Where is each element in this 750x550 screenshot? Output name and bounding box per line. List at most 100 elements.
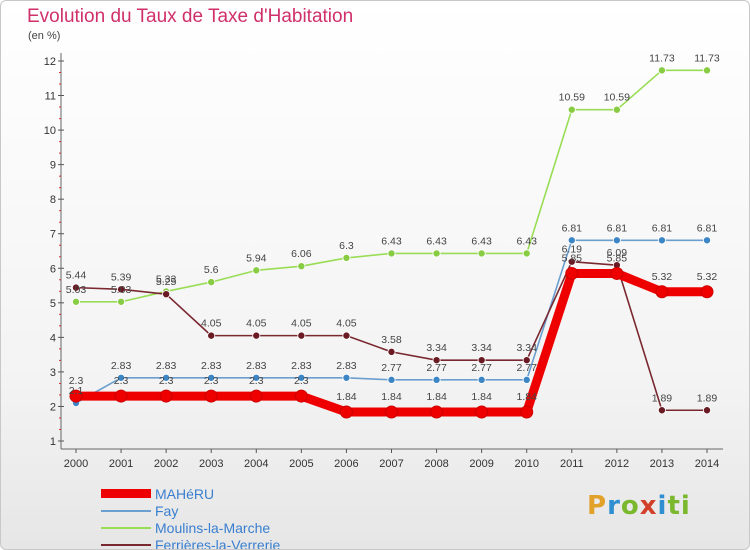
legend-item: MAHéRU <box>101 485 280 502</box>
data-point <box>567 236 576 245</box>
data-label: 11.73 <box>694 52 720 64</box>
data-label: 6.43 <box>381 235 402 247</box>
y-tick-label: 1 <box>50 436 56 448</box>
x-tick-label: 2003 <box>199 458 223 470</box>
data-point <box>657 236 666 245</box>
data-label: 2.83 <box>111 360 132 372</box>
data-label: 3.34 <box>516 342 537 354</box>
data-point <box>475 405 489 419</box>
data-point <box>204 389 218 403</box>
logo-letter: x <box>639 491 658 521</box>
data-label: 2.83 <box>246 360 267 372</box>
data-label: 6.81 <box>697 222 718 234</box>
x-tick-label: 2006 <box>334 458 358 470</box>
data-point <box>339 405 353 419</box>
x-tick-label: 2008 <box>424 458 448 470</box>
x-tick-label: 2013 <box>650 458 674 470</box>
data-label: 4.05 <box>201 318 222 330</box>
x-tick-label: 2007 <box>379 458 403 470</box>
data-point <box>252 266 261 275</box>
data-point <box>294 389 308 403</box>
y-tick-label: 12 <box>44 56 56 68</box>
data-label: 2.77 <box>471 362 492 374</box>
data-point <box>703 66 712 75</box>
data-label: 2.3 <box>114 375 129 387</box>
x-tick-label: 2011 <box>560 458 584 470</box>
legend-swatch <box>101 489 151 498</box>
data-label: 2.83 <box>336 360 357 372</box>
data-label: 5.03 <box>111 284 132 296</box>
y-tick-label: 9 <box>50 160 56 172</box>
data-point <box>69 389 83 403</box>
data-point <box>297 331 306 340</box>
data-point <box>657 406 666 415</box>
data-point <box>567 257 576 266</box>
y-tick-label: 10 <box>44 125 56 137</box>
data-point <box>430 405 444 419</box>
data-point <box>342 331 351 340</box>
data-label: 6.09 <box>607 247 628 259</box>
data-label: 5.85 <box>562 252 583 264</box>
x-tick-label: 2000 <box>64 458 88 470</box>
y-tick-label: 3 <box>50 367 56 379</box>
data-point <box>432 249 441 258</box>
series-line <box>75 69 708 303</box>
data-label: 10.59 <box>604 92 630 104</box>
data-point <box>387 249 396 258</box>
logo-letter: r <box>607 491 621 521</box>
data-label: 2.3 <box>159 375 174 387</box>
data-point <box>207 373 216 382</box>
data-label: 1.84 <box>426 391 447 403</box>
data-label: 3.34 <box>471 342 492 354</box>
data-label: 1.84 <box>381 391 402 403</box>
data-point <box>252 331 261 340</box>
data-point <box>520 405 534 419</box>
data-point <box>385 405 398 419</box>
data-point <box>252 373 261 382</box>
data-label: 6.3 <box>339 240 354 252</box>
logo-letter: P <box>587 491 608 521</box>
data-point <box>565 266 579 280</box>
data-point <box>117 297 126 306</box>
data-point <box>703 236 712 245</box>
data-label: 4.05 <box>246 318 267 330</box>
data-point <box>612 105 621 114</box>
data-label: 5.25 <box>156 276 177 288</box>
data-point <box>162 290 171 299</box>
data-point <box>522 249 531 258</box>
legend-swatch <box>101 509 151 512</box>
data-label: 2.1 <box>69 385 84 397</box>
data-point <box>657 66 666 75</box>
legend-label: Moulins-la-Marche <box>155 519 271 536</box>
data-label: 5.32 <box>652 271 673 283</box>
data-label: 6.43 <box>471 235 492 247</box>
data-point <box>700 285 714 299</box>
data-label: 2.77 <box>426 362 447 374</box>
data-label: 4.05 <box>336 318 357 330</box>
data-point <box>342 253 351 262</box>
data-point <box>477 249 486 258</box>
data-point <box>297 262 306 271</box>
data-point <box>432 375 441 384</box>
data-label: 2.83 <box>291 360 312 372</box>
data-point <box>72 283 81 292</box>
legend-item: Moulins-la-Marche <box>101 519 280 536</box>
data-label: 5.39 <box>111 271 132 283</box>
data-point <box>567 105 576 114</box>
data-point <box>522 356 531 365</box>
y-tick-label: 8 <box>50 194 56 206</box>
legend-item: Fay <box>101 502 280 519</box>
legend-label: Fay <box>155 502 179 519</box>
data-label: 1.84 <box>471 391 492 403</box>
logo-letter: i <box>657 491 668 521</box>
data-point <box>522 375 531 384</box>
x-tick-label: 2002 <box>154 458 178 470</box>
y-tick-label: 7 <box>50 229 56 241</box>
data-label: 2.77 <box>516 362 537 374</box>
data-point <box>249 389 263 403</box>
data-label: 2.3 <box>204 375 219 387</box>
data-point <box>117 285 126 294</box>
data-labels: 5.03 5.03 5.33 5.6 5.94 6.06 6.3 6.43 6.43 6.43 6.… <box>66 52 720 404</box>
